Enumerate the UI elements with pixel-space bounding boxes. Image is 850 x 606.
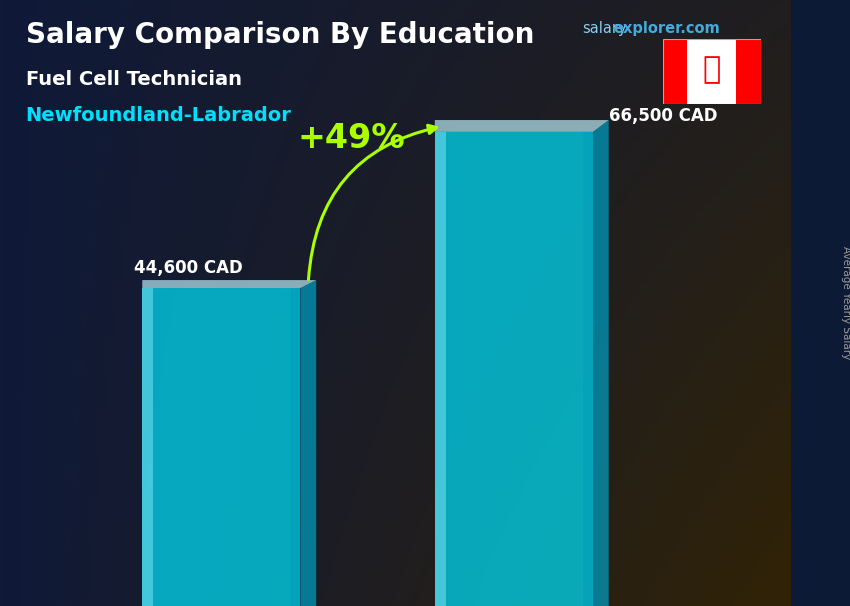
Text: Newfoundland-Labrador: Newfoundland-Labrador <box>26 106 292 125</box>
Polygon shape <box>434 132 446 606</box>
Text: Salary Comparison By Education: Salary Comparison By Education <box>26 21 534 49</box>
Text: 🍁: 🍁 <box>703 55 721 84</box>
Polygon shape <box>142 280 316 288</box>
Polygon shape <box>592 120 609 606</box>
Polygon shape <box>142 288 153 606</box>
Polygon shape <box>142 288 300 606</box>
Polygon shape <box>291 288 300 606</box>
Polygon shape <box>300 280 316 606</box>
Text: +49%: +49% <box>298 122 405 155</box>
Polygon shape <box>583 132 592 606</box>
Text: explorer.com: explorer.com <box>614 21 721 36</box>
Bar <box>736 39 761 104</box>
Bar <box>663 39 688 104</box>
Text: Fuel Cell Technician: Fuel Cell Technician <box>26 70 241 88</box>
Text: Average Yearly Salary: Average Yearly Salary <box>841 247 850 359</box>
Text: 66,500 CAD: 66,500 CAD <box>609 107 717 125</box>
Polygon shape <box>434 132 592 606</box>
Text: salary: salary <box>582 21 626 36</box>
Polygon shape <box>434 120 609 132</box>
Text: 44,600 CAD: 44,600 CAD <box>134 259 243 278</box>
